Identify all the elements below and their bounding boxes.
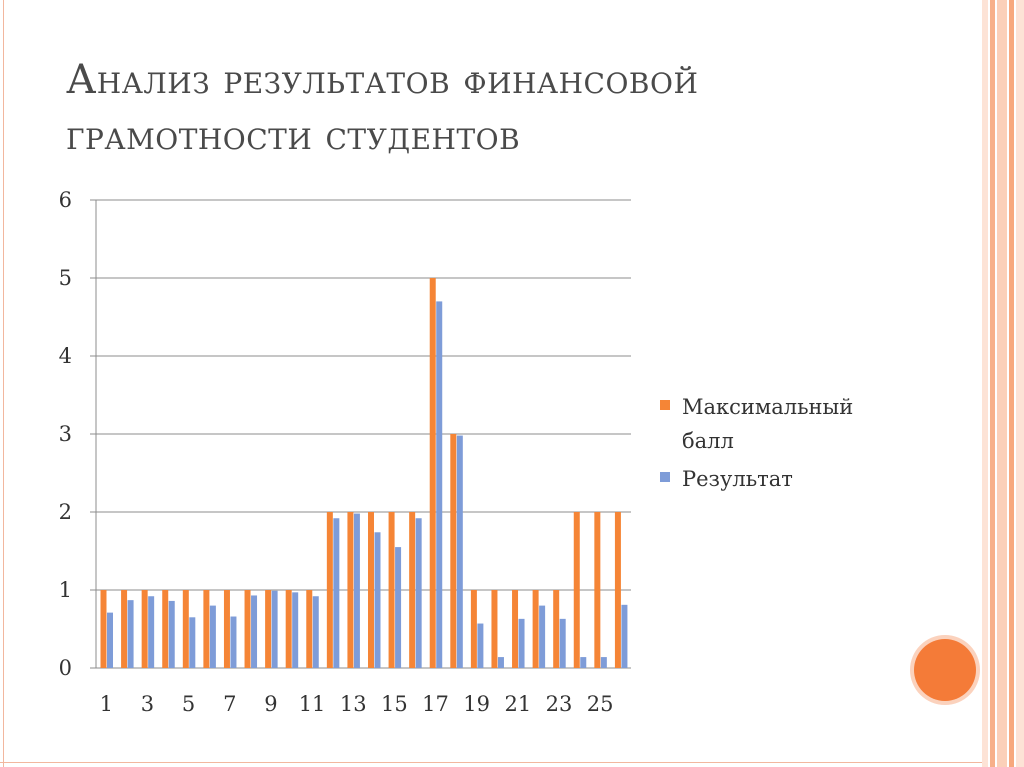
x-tick-label: 23 bbox=[546, 692, 573, 716]
bar-result bbox=[107, 612, 113, 668]
bar-result bbox=[312, 596, 319, 668]
legend-swatch-max bbox=[660, 400, 670, 410]
bar-result bbox=[209, 605, 216, 668]
bar-result bbox=[127, 600, 134, 668]
bar-max bbox=[388, 512, 395, 668]
x-tick-label: 15 bbox=[381, 692, 408, 716]
bar-result bbox=[518, 618, 525, 668]
chart-legend: Максимальный балл Результат bbox=[660, 390, 900, 496]
bar-max bbox=[223, 590, 230, 668]
bar-max bbox=[429, 278, 436, 668]
x-tick-label: 11 bbox=[299, 692, 326, 716]
bar-result bbox=[168, 600, 175, 668]
bar-result bbox=[477, 623, 484, 668]
bar-result bbox=[353, 513, 360, 668]
bar-max bbox=[512, 590, 519, 668]
y-tick-label: 2 bbox=[59, 500, 72, 524]
x-tick-label: 21 bbox=[504, 692, 531, 716]
bar-max bbox=[450, 434, 457, 668]
y-tick-label: 5 bbox=[59, 266, 72, 290]
bar-max bbox=[553, 590, 560, 668]
bar-result bbox=[580, 657, 587, 668]
bar-result bbox=[539, 605, 546, 668]
legend-label-result: Результат bbox=[682, 467, 793, 491]
x-tick-label: 7 bbox=[223, 692, 236, 716]
bar-max bbox=[409, 512, 416, 668]
bar-result bbox=[292, 592, 299, 668]
bar-max bbox=[326, 512, 333, 668]
bar-result bbox=[559, 618, 566, 668]
bar-result bbox=[251, 595, 258, 668]
bar-result bbox=[436, 301, 443, 668]
bar-max bbox=[470, 590, 477, 668]
bar-result bbox=[189, 617, 196, 668]
bar-max bbox=[100, 590, 107, 668]
bar-max bbox=[573, 512, 580, 668]
slide-title: Анализ результатов финансовой грамотност… bbox=[66, 57, 699, 159]
bar-result bbox=[148, 596, 155, 668]
bar-result bbox=[621, 604, 628, 668]
bar-max bbox=[244, 590, 251, 668]
y-tick-label: 0 bbox=[59, 656, 72, 680]
slide-bottom-border bbox=[0, 762, 985, 763]
x-tick-label: 13 bbox=[340, 692, 367, 716]
x-tick-label: 17 bbox=[422, 692, 449, 716]
y-tick-label: 4 bbox=[59, 344, 72, 368]
bar-result bbox=[395, 547, 402, 668]
y-tick-label: 6 bbox=[59, 188, 72, 212]
legend-item-max: Максимальный балл bbox=[660, 390, 900, 458]
x-tick-label: 19 bbox=[463, 692, 490, 716]
bar-max bbox=[532, 590, 539, 668]
bar-max bbox=[182, 590, 189, 668]
x-tick-label: 3 bbox=[141, 692, 154, 716]
x-tick-label: 5 bbox=[182, 692, 195, 716]
legend-swatch-result bbox=[660, 472, 670, 482]
y-tick-label: 1 bbox=[59, 578, 72, 602]
decorative-stripes bbox=[982, 0, 1024, 767]
slide-left-border bbox=[3, 0, 4, 767]
decorative-circle bbox=[914, 639, 976, 701]
bar-result bbox=[600, 657, 607, 668]
x-tick-label: 25 bbox=[587, 692, 614, 716]
bar-result bbox=[456, 435, 463, 668]
bar-result bbox=[333, 518, 340, 668]
legend-item-result: Результат bbox=[660, 462, 900, 496]
bar-result bbox=[374, 532, 381, 668]
bar-max bbox=[285, 590, 292, 668]
bar-result bbox=[497, 657, 504, 668]
bar-max bbox=[594, 512, 601, 668]
bar-max bbox=[614, 512, 621, 668]
y-tick-label: 3 bbox=[59, 422, 72, 446]
bar-max bbox=[347, 512, 354, 668]
bar-max bbox=[162, 590, 169, 668]
bar-max bbox=[491, 590, 498, 668]
bar-max bbox=[121, 590, 128, 668]
bar-max bbox=[265, 590, 272, 668]
bar-result bbox=[230, 616, 237, 668]
bar-max bbox=[203, 590, 210, 668]
x-tick-label: 9 bbox=[264, 692, 277, 716]
bar-max bbox=[141, 590, 148, 668]
bar-result bbox=[415, 518, 422, 668]
legend-label-max: Максимальный балл bbox=[682, 395, 854, 453]
bar-max bbox=[368, 512, 374, 668]
x-tick-label: 1 bbox=[100, 692, 113, 716]
bar-result bbox=[271, 590, 278, 668]
bar-max bbox=[306, 590, 313, 668]
